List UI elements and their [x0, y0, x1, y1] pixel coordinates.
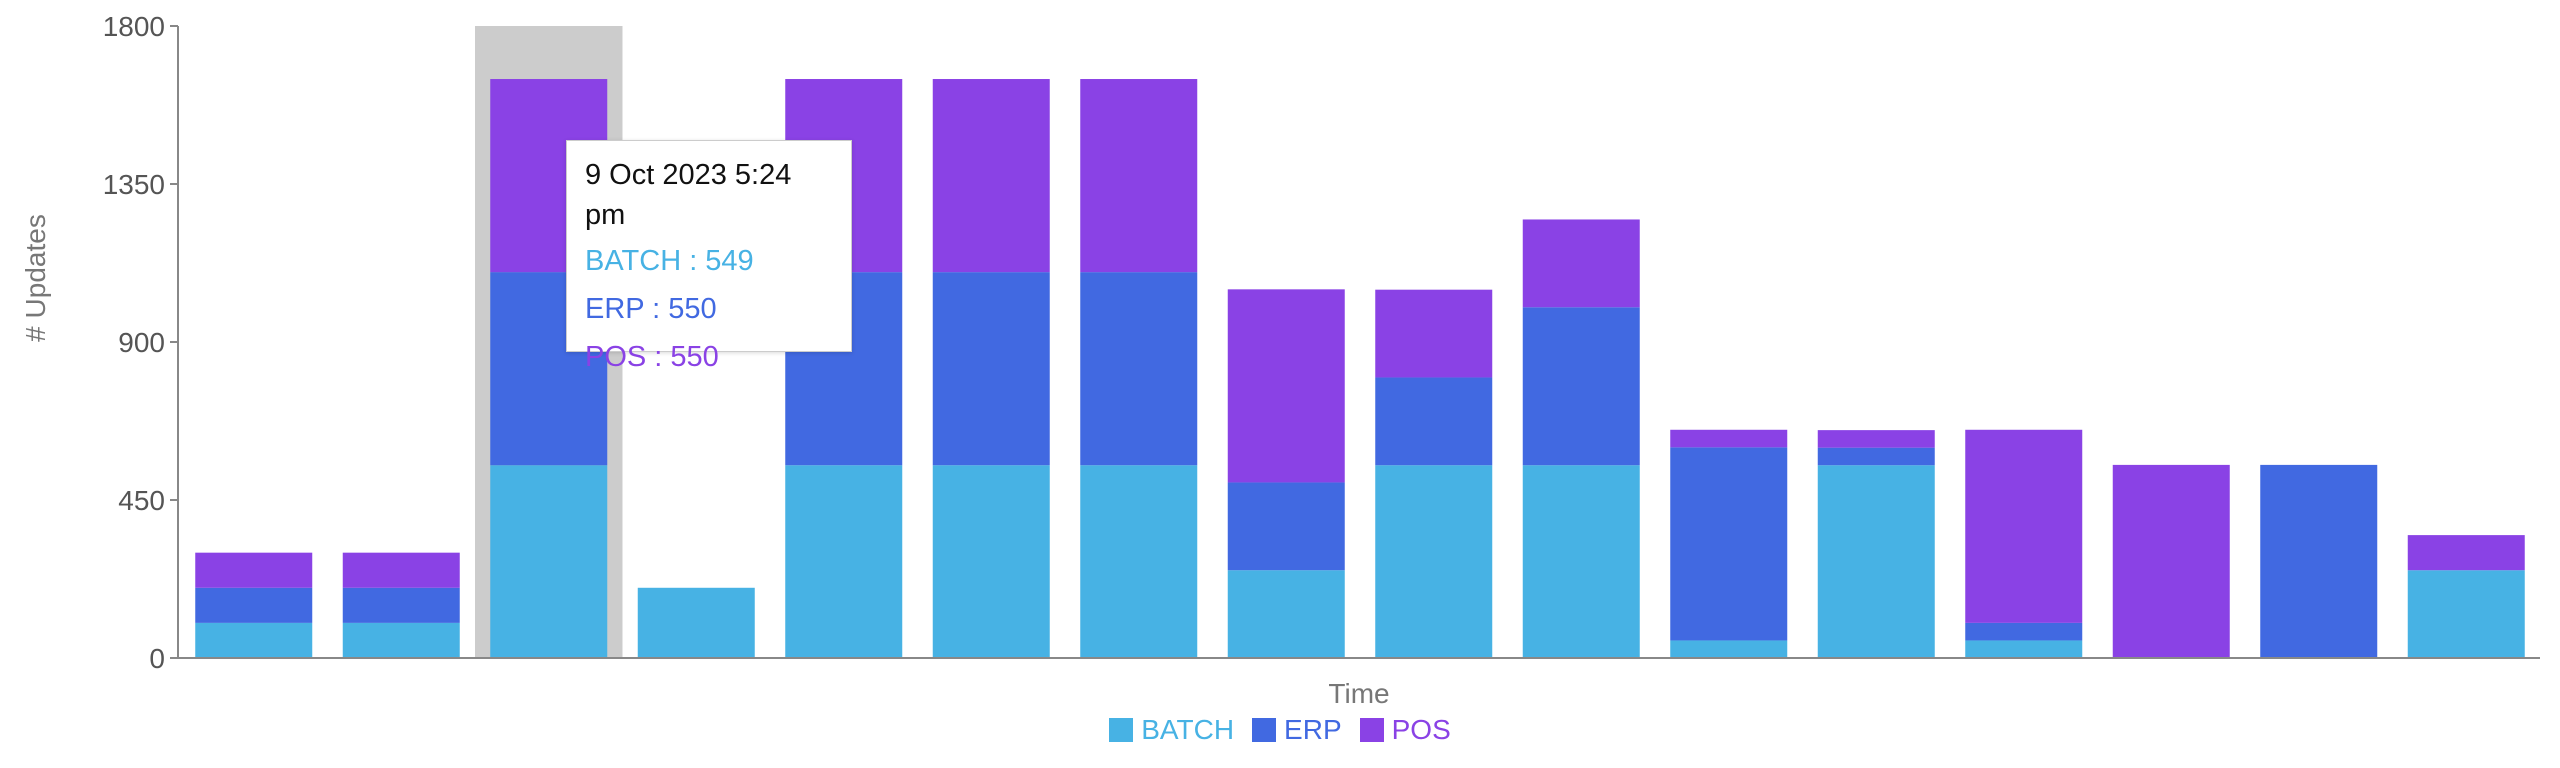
bar-segment-erp[interactable]: [1375, 377, 1493, 466]
bar-segment-pos[interactable]: [1227, 289, 1345, 483]
legend-swatch-pos: [1359, 718, 1384, 742]
bar-segment-erp[interactable]: [1965, 622, 2083, 641]
bar-segment-batch[interactable]: [1817, 465, 1935, 658]
bar-segment-batch[interactable]: [2407, 570, 2525, 658]
legend-label-batch: BATCH: [1141, 714, 1235, 745]
bar-segment-pos[interactable]: [1670, 429, 1788, 448]
bar-segment-batch[interactable]: [1670, 640, 1788, 658]
bar-segment-batch[interactable]: [195, 622, 313, 658]
y-tick-label: 1800: [103, 11, 165, 42]
bar-segment-pos[interactable]: [1817, 430, 1935, 448]
bar-segment-erp[interactable]: [1817, 447, 1935, 466]
bar-segment-pos[interactable]: [342, 552, 460, 588]
y-tick-label: 900: [118, 327, 165, 358]
bar-segment-batch[interactable]: [637, 587, 755, 658]
tooltip-line-pos: POS : 550: [585, 341, 719, 373]
bar-segment-pos[interactable]: [2407, 535, 2525, 571]
bar-segment-pos[interactable]: [2112, 464, 2230, 658]
y-axis-title: # Updates: [20, 214, 51, 342]
legend-label-pos: POS: [1391, 714, 1451, 745]
legend-label-erp: ERP: [1284, 714, 1342, 745]
bar-segment-pos[interactable]: [1965, 429, 2083, 623]
bar-segment-erp[interactable]: [932, 272, 1050, 466]
bar-segment-erp[interactable]: [342, 587, 460, 623]
tooltip-line-erp: ERP : 550: [585, 293, 717, 325]
legend-item-batch[interactable]: BATCH: [1109, 714, 1234, 746]
legend-swatch-batch: [1109, 718, 1134, 742]
y-tick-label: 1350: [103, 169, 165, 200]
legend: BATCH ERP POS: [0, 710, 2560, 750]
y-tick-label: 0: [149, 643, 165, 674]
legend-swatch-erp: [1252, 718, 1277, 742]
bar-segment-batch[interactable]: [1965, 640, 2083, 658]
bar-segment-batch[interactable]: [1227, 570, 1345, 658]
bar-segment-pos[interactable]: [932, 79, 1050, 273]
bar-segment-batch[interactable]: [1375, 465, 1493, 658]
bar-segment-batch[interactable]: [490, 465, 608, 658]
tooltip-line-batch: BATCH : 549: [585, 245, 754, 277]
x-axis-title: Time: [1328, 678, 1389, 709]
bar-segment-batch[interactable]: [1080, 465, 1198, 658]
legend-item-pos[interactable]: POS: [1359, 714, 1451, 746]
y-axis-ticks: 0 450 900 1350 1800: [103, 11, 178, 674]
bar-segment-erp[interactable]: [1227, 482, 1345, 571]
bar-segment-batch[interactable]: [342, 622, 460, 658]
bar-segment-erp[interactable]: [1522, 307, 1640, 466]
bar-segment-pos[interactable]: [1522, 219, 1640, 308]
bar-segment-erp[interactable]: [1080, 272, 1198, 466]
bar-segment-pos[interactable]: [195, 552, 313, 588]
bar-segment-erp[interactable]: [195, 587, 313, 623]
bar-segment-pos[interactable]: [1080, 79, 1198, 273]
bar-segment-erp[interactable]: [2260, 464, 2378, 658]
bar-segment-batch[interactable]: [1522, 465, 1640, 658]
bar-segment-batch[interactable]: [785, 465, 903, 658]
tooltip: 9 Oct 2023 5:24 pm BATCH : 549 ERP : 550…: [566, 140, 852, 373]
tooltip-title: 9 Oct 2023 5:24 pm: [585, 159, 792, 231]
bar-segment-erp[interactable]: [1670, 447, 1788, 641]
legend-item-erp[interactable]: ERP: [1252, 714, 1342, 746]
bar-segment-pos[interactable]: [1375, 289, 1493, 378]
bars[interactable]: [195, 79, 2525, 658]
bar-segment-batch[interactable]: [932, 465, 1050, 658]
y-tick-label: 450: [118, 485, 165, 516]
